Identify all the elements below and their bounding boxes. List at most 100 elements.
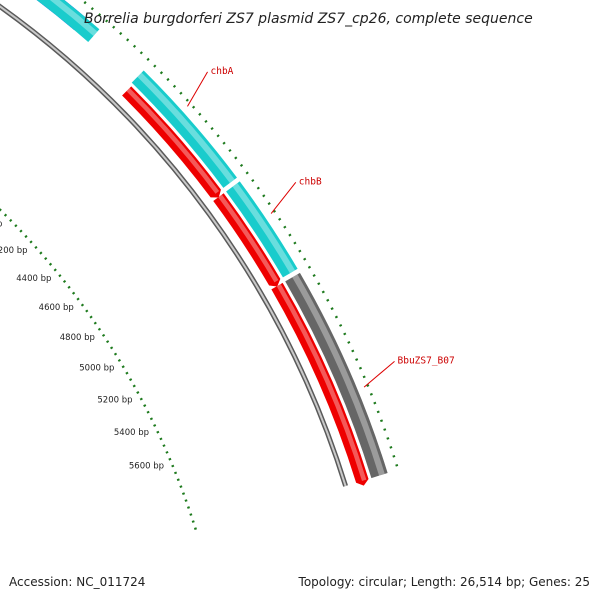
outer-tick-mark — [132, 44, 137, 48]
inner-tick-mark — [146, 410, 150, 414]
outer-tick-mark — [355, 358, 359, 362]
inner-tick-mark — [34, 245, 38, 250]
inner-tick-mark — [48, 262, 53, 266]
inner-tick-mark — [165, 450, 169, 454]
tick-label: 4600 bp — [39, 303, 74, 313]
outer-tick-mark — [267, 202, 271, 206]
outer-tick-mark — [369, 392, 373, 396]
outer-tick-mark — [83, 1, 87, 5]
outer-tick-mark — [351, 349, 355, 353]
outer-tick-mark — [251, 178, 255, 183]
red-feature-1 — [122, 86, 221, 198]
inner-tick-mark — [162, 444, 166, 448]
inner-tick-mark — [179, 485, 183, 489]
cyan-feature-chbb — [226, 181, 298, 278]
red-feature-2-shine — [218, 194, 279, 283]
outer-tick-mark — [272, 209, 277, 213]
outer-tick-mark — [228, 148, 232, 153]
inner-tick-mark — [19, 229, 23, 233]
outer-tick-mark — [112, 25, 116, 29]
red-feature-3-shine — [276, 283, 367, 481]
inner-tick-mark — [97, 327, 102, 331]
outer-tick-mark — [139, 51, 143, 55]
cyan-feature-chba — [131, 70, 237, 188]
inner-tick-mark — [113, 352, 118, 356]
outer-tick-mark — [376, 410, 380, 414]
outer-tick-mark — [293, 241, 297, 245]
inner-tick-mark — [189, 513, 193, 516]
outer-tick-mark — [395, 463, 399, 467]
outer-tick-mark — [321, 290, 325, 294]
outer-tick-mark — [379, 419, 384, 423]
inner-tick-mark — [58, 274, 62, 278]
inner-tick-mark — [106, 340, 110, 344]
inner-tick-mark — [101, 333, 106, 337]
tick-label: 5600 bp — [129, 462, 164, 472]
red-feature-1-shine — [126, 87, 220, 194]
outer-tick-mark — [389, 446, 393, 449]
outer-tick-mark — [239, 163, 244, 167]
inner-tick-mark — [171, 464, 175, 468]
inner-tick-mark — [3, 213, 8, 217]
tick-label: 5400 bp — [114, 428, 149, 438]
outer-tick-mark — [383, 428, 387, 431]
gene-label: chbA — [211, 66, 234, 77]
tick-label: 4400 bp — [16, 274, 51, 284]
outer-tick-mark — [298, 249, 302, 253]
map-title: Borrelia burgdorferi ZS7 plasmid ZS7_cp2… — [84, 11, 533, 27]
outer-tick-mark — [222, 141, 226, 145]
tick-label: 4000 bp — [0, 219, 2, 229]
outer-tick-mark — [234, 156, 238, 160]
cyan-feature-left-shine — [49, 0, 98, 36]
outer-tick-mark — [153, 64, 157, 68]
outer-tick-mark — [185, 98, 189, 102]
inner-tick-mark — [125, 371, 129, 375]
tick-layer: 3400 bp3600 bp3800 bp4000 bp4200 bp4400 … — [0, 1, 399, 530]
inner-tick-mark — [93, 321, 97, 325]
inner-tick-mark — [184, 499, 188, 502]
gray-feature-bbuzs7 — [285, 272, 388, 479]
inner-tick-mark — [24, 234, 28, 239]
red-feature-3 — [271, 282, 369, 486]
inner-tick-mark — [191, 520, 195, 523]
inner-tick-mark — [39, 251, 43, 255]
tick-label: 4200 bp — [0, 246, 28, 256]
label-leader-line — [270, 181, 297, 214]
outer-tick-mark — [278, 217, 282, 221]
inner-tick-mark — [67, 285, 71, 289]
inner-tick-mark — [117, 358, 121, 362]
outer-tick-mark — [204, 119, 208, 123]
outer-tick-mark — [179, 91, 183, 95]
red-feature-2 — [213, 193, 281, 287]
inner-tick-mark — [153, 424, 157, 427]
outer-tick-mark — [256, 186, 260, 190]
inner-tick-mark — [132, 384, 136, 388]
outer-tick-mark — [245, 171, 249, 175]
outer-tick-mark — [307, 265, 312, 269]
inner-tick-mark — [181, 492, 186, 495]
gray-feature-bbuzs7-shine — [292, 274, 385, 476]
inner-tick-mark — [143, 404, 147, 408]
outer-tick-mark — [362, 375, 366, 379]
inner-tick-mark — [9, 218, 13, 222]
outer-tick-mark — [283, 225, 287, 229]
feature-layer — [36, 0, 388, 486]
outer-tick-mark — [317, 282, 321, 286]
outer-tick-mark — [288, 233, 292, 237]
outer-tick-mark — [392, 454, 396, 458]
tick-label: 4800 bp — [60, 333, 95, 343]
outer-tick-mark — [216, 134, 220, 138]
outer-tick-mark — [146, 57, 150, 61]
outer-tick-mark — [90, 7, 94, 11]
inner-tick-mark — [136, 391, 140, 395]
inner-tick-mark — [174, 471, 178, 475]
outer-tick-mark — [191, 105, 196, 109]
inner-tick-mark — [186, 506, 191, 509]
outer-tick-mark — [343, 332, 347, 336]
inner-tick-mark — [14, 224, 18, 228]
outer-tick-mark — [347, 341, 351, 344]
inner-tick-mark — [80, 303, 85, 307]
inner-tick-mark — [156, 430, 160, 434]
outer-tick-mark — [210, 127, 214, 131]
outer-tick-mark — [166, 77, 170, 82]
